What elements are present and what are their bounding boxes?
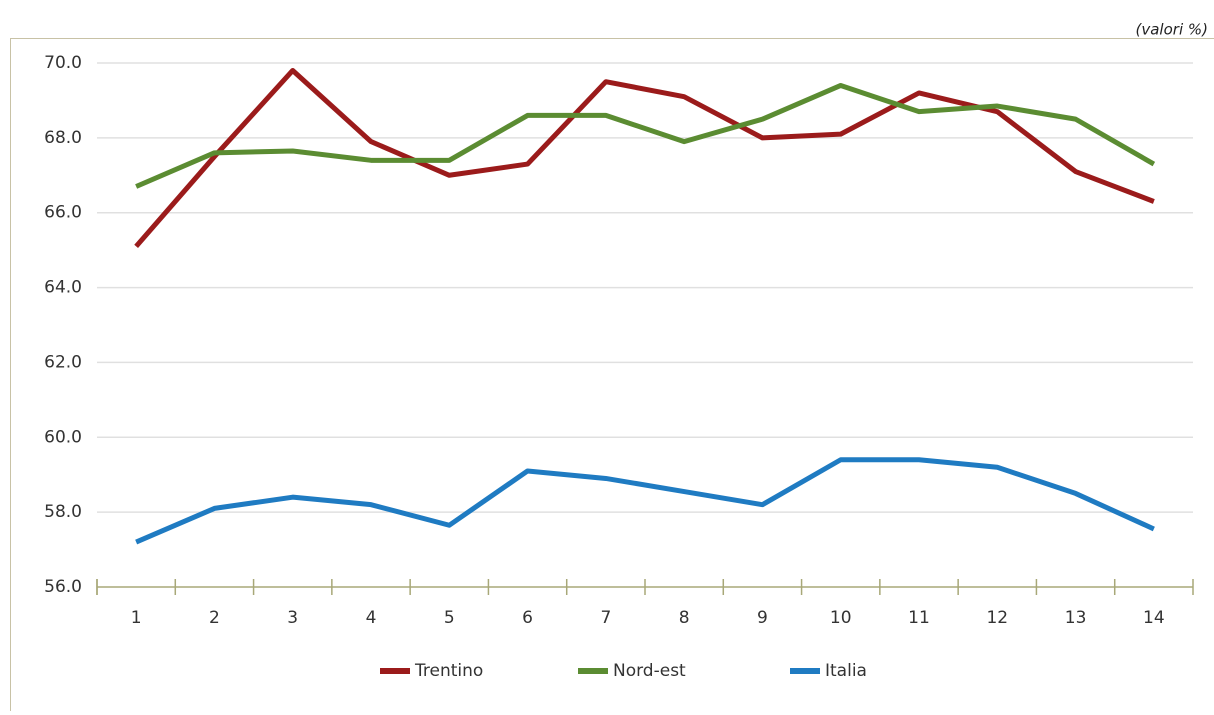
x-tick-label: 3 (287, 608, 298, 628)
y-tick-label: 60.0 (44, 427, 82, 447)
x-tick-label: 10 (830, 608, 852, 628)
y-tick-label: 68.0 (44, 128, 82, 148)
y-tick-label: 56.0 (44, 577, 82, 597)
subtitle: (valori %) (1136, 21, 1208, 39)
x-tick-label: 11 (908, 608, 930, 628)
x-tick-label: 6 (522, 608, 533, 628)
legend-label: Nord-est (613, 661, 686, 681)
y-tick-label: 58.0 (44, 502, 82, 522)
legend-label: Trentino (414, 661, 483, 681)
x-tick-label: 14 (1143, 608, 1165, 628)
y-tick-label: 62.0 (44, 352, 82, 372)
legend-label: Italia (825, 661, 867, 681)
x-tick-label: 5 (444, 608, 455, 628)
series-line (136, 85, 1154, 186)
x-tick-label: 13 (1065, 608, 1087, 628)
x-tick-label: 9 (757, 608, 768, 628)
x-tick-label: 4 (366, 608, 377, 628)
y-tick-label: 70.0 (44, 53, 82, 73)
x-tick-label: 2 (209, 608, 220, 628)
y-tick-label: 66.0 (44, 203, 82, 223)
x-tick-label: 12 (986, 608, 1008, 628)
x-tick-label: 7 (600, 608, 611, 628)
series-line (136, 70, 1154, 246)
x-tick-label: 8 (679, 608, 690, 628)
x-tick-label: 1 (131, 608, 142, 628)
y-tick-label: 64.0 (44, 278, 82, 298)
series-line (136, 460, 1154, 542)
